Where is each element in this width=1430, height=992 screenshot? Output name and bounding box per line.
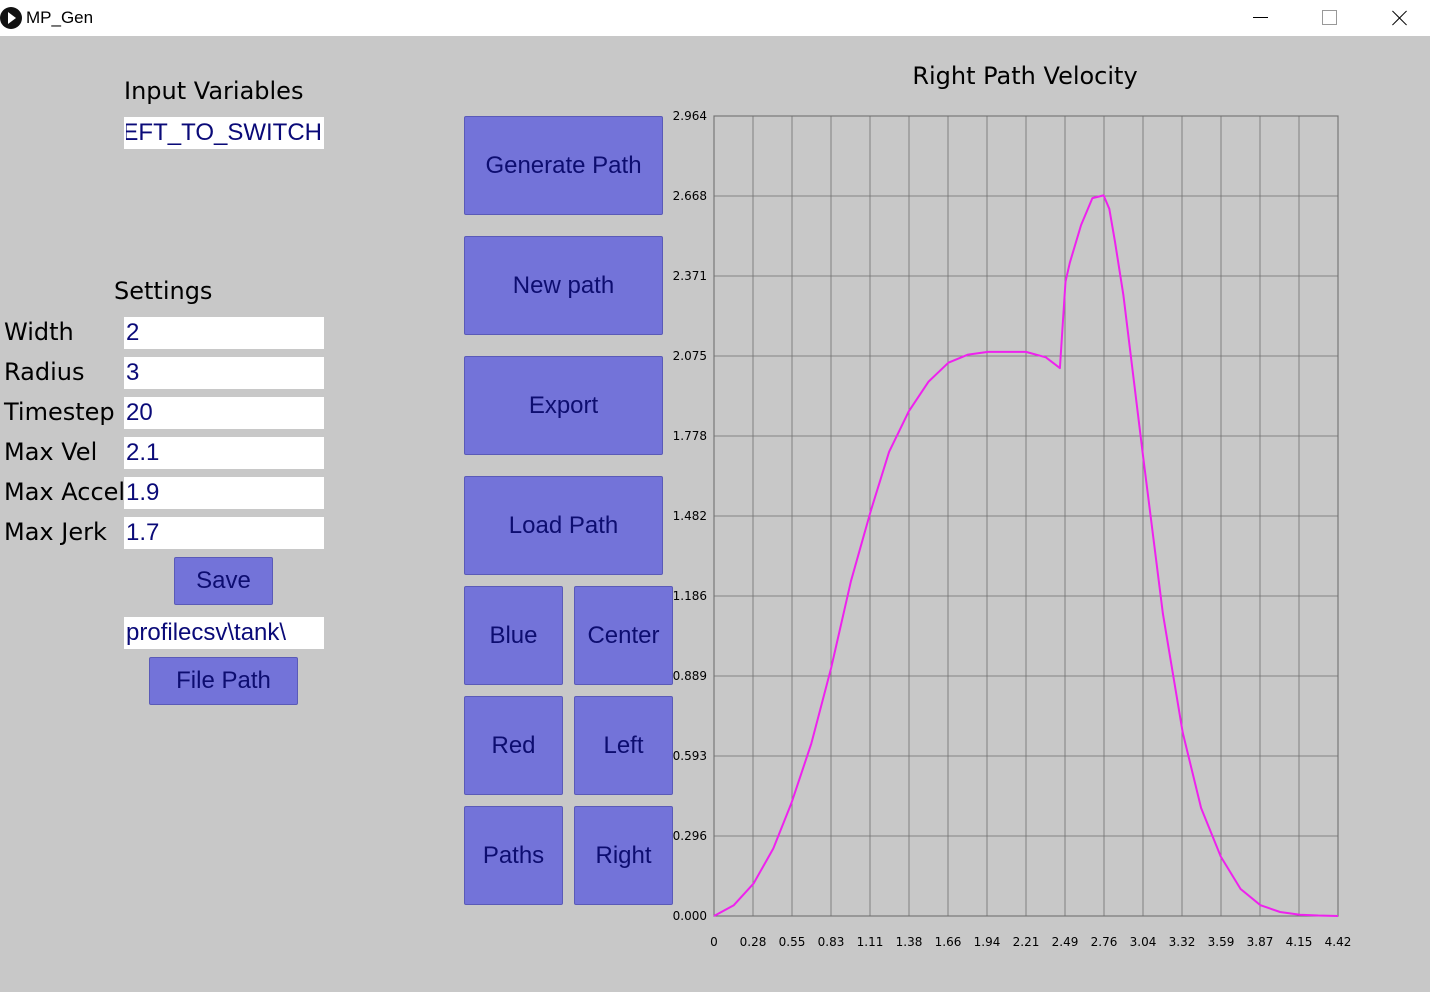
- input-variables-heading: Input Variables: [124, 77, 304, 105]
- y-tick-label: 2.964: [673, 109, 707, 123]
- left-button[interactable]: Left: [574, 696, 673, 795]
- max-vel-input[interactable]: [124, 437, 324, 469]
- y-tick-label: 1.482: [673, 509, 707, 523]
- paths-button[interactable]: Paths: [464, 806, 563, 905]
- max-accel-label: Max Accel: [4, 478, 126, 506]
- max-vel-label: Max Vel: [4, 438, 98, 466]
- settings-heading: Settings: [114, 277, 213, 305]
- new-path-button[interactable]: New path: [464, 236, 663, 335]
- file-path-button[interactable]: File Path: [149, 657, 298, 705]
- x-tick-label: 3.32: [1169, 935, 1196, 949]
- radius-input[interactable]: [124, 357, 324, 389]
- max-accel-input[interactable]: [124, 477, 324, 509]
- y-tick-label: 1.186: [673, 589, 707, 603]
- y-tick-label: 2.075: [673, 349, 707, 363]
- x-tick-label: 1.66: [935, 935, 962, 949]
- y-tick-label: 0.593: [673, 749, 707, 763]
- y-tick-label: 0.296: [673, 829, 707, 843]
- right-button[interactable]: Right: [574, 806, 673, 905]
- x-tick-label: 0.83: [818, 935, 845, 949]
- y-tick-label: 0.000: [673, 909, 707, 923]
- timestep-label: Timestep: [4, 398, 115, 426]
- timestep-input[interactable]: [124, 397, 324, 429]
- y-tick-label: 2.371: [673, 269, 707, 283]
- chart-title: Right Path Velocity: [912, 62, 1138, 90]
- save-button[interactable]: Save: [174, 557, 273, 605]
- x-tick-label: 1.11: [857, 935, 884, 949]
- x-tick-label: 1.94: [974, 935, 1001, 949]
- x-tick-label: 0: [710, 935, 718, 949]
- x-tick-label: 2.76: [1091, 935, 1118, 949]
- x-tick-label: 2.49: [1052, 935, 1079, 949]
- minimize-icon[interactable]: [1237, 0, 1283, 36]
- export-button[interactable]: Export: [464, 356, 663, 455]
- radius-label: Radius: [4, 358, 85, 386]
- y-tick-label: 2.668: [673, 189, 707, 203]
- y-tick-label: 0.889: [673, 669, 707, 683]
- window-title: MP_Gen: [26, 8, 94, 27]
- width-label: Width: [4, 318, 74, 346]
- x-tick-label: 1.38: [896, 935, 923, 949]
- generate-path-button[interactable]: Generate Path: [464, 116, 663, 215]
- file-path-input[interactable]: [124, 617, 324, 649]
- velocity-series-line: [713, 194, 1339, 917]
- load-path-button[interactable]: Load Path: [464, 476, 663, 575]
- x-tick-label: 4.42: [1325, 935, 1352, 949]
- max-jerk-input[interactable]: [124, 517, 324, 549]
- title-bar: MP_Gen: [0, 0, 1430, 36]
- x-tick-label: 2.21: [1013, 935, 1040, 949]
- maximize-icon[interactable]: [1306, 0, 1352, 36]
- max-jerk-label: Max Jerk: [4, 518, 107, 546]
- center-button[interactable]: Center: [574, 586, 673, 685]
- x-tick-label: 4.15: [1286, 935, 1313, 949]
- blue-button[interactable]: Blue: [464, 586, 563, 685]
- x-tick-label: 3.04: [1130, 935, 1157, 949]
- width-input[interactable]: [124, 317, 324, 349]
- x-tick-label: 0.28: [740, 935, 767, 949]
- x-tick-label: 3.59: [1208, 935, 1235, 949]
- app-play-icon: [0, 7, 22, 29]
- red-button[interactable]: Red: [464, 696, 563, 795]
- x-tick-label: 3.87: [1247, 935, 1274, 949]
- path-name-input[interactable]: [124, 117, 324, 149]
- y-tick-label: 1.778: [673, 429, 707, 443]
- x-tick-label: 0.55: [779, 935, 806, 949]
